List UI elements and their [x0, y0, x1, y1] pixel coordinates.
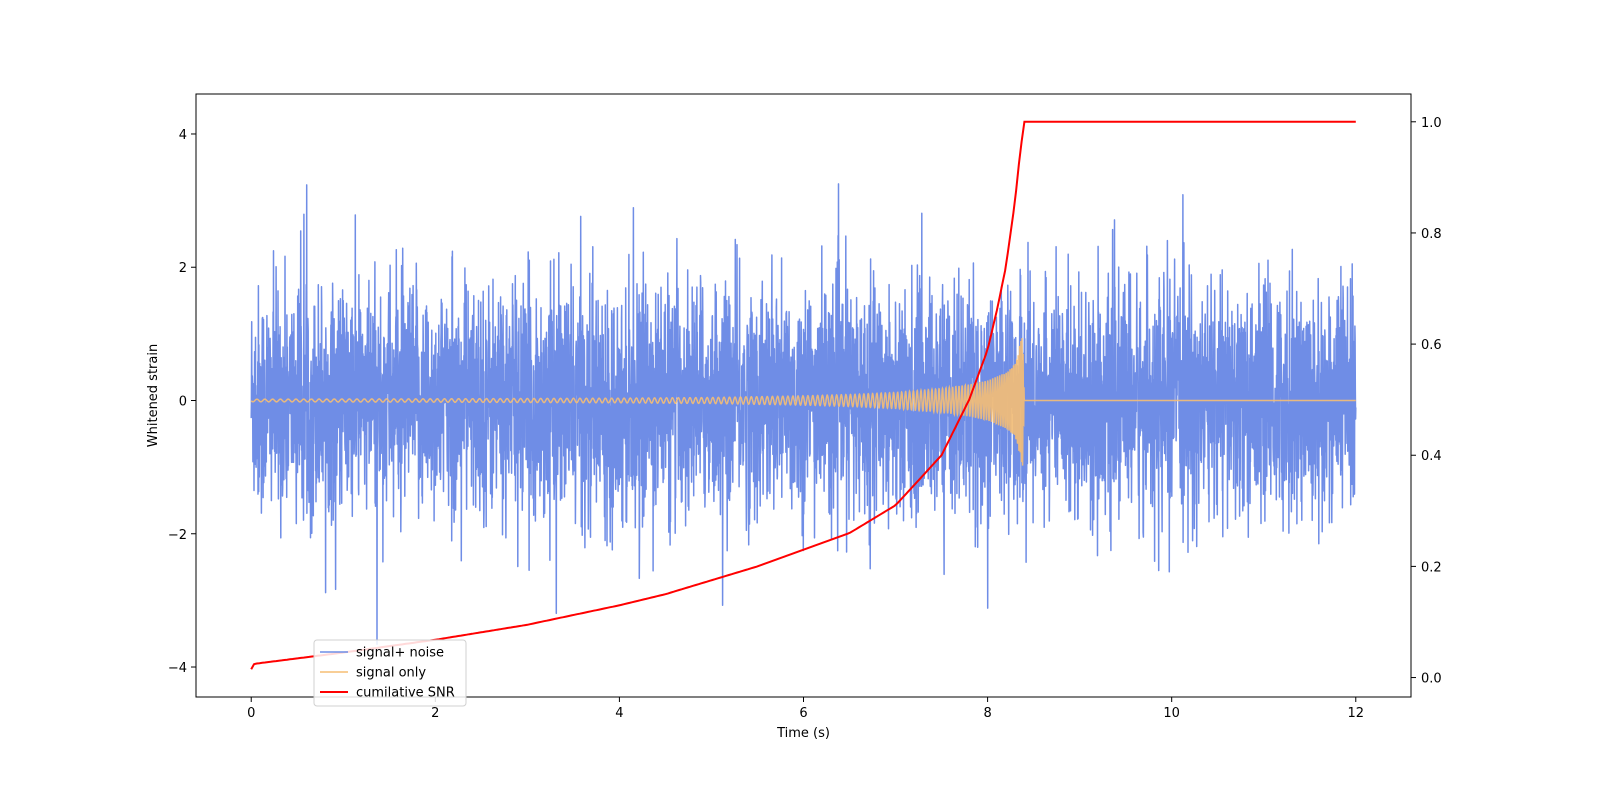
x-tick-label: 4 [615, 706, 623, 721]
x-tick-label: 6 [799, 706, 807, 721]
x-tick-label: 10 [1163, 706, 1180, 721]
x-tick-label: 0 [247, 706, 255, 721]
y2-tick-label: 1.0 [1421, 116, 1442, 131]
x-tick-label: 2 [431, 706, 439, 721]
legend-label: cumilative SNR [356, 686, 455, 701]
series-signal-plus-noise [250, 183, 1357, 646]
legend: signal+ noise signal only cumilative SNR [313, 639, 467, 707]
series-signal-only [250, 338, 1356, 466]
y-tick-label: 4 [179, 128, 187, 143]
legend-label: signal only [356, 666, 426, 681]
y2-tick-label: 0.4 [1421, 449, 1442, 464]
y-tick-label: 2 [179, 261, 187, 276]
y-tick-label: 0 [179, 394, 187, 409]
y2-tick-label: 0.6 [1421, 338, 1442, 353]
y-tick-label: −4 [168, 661, 187, 676]
legend-box [313, 639, 467, 707]
axes: 0 2 4 6 8 10 12 −4 −2 0 2 4 0.0 0.2 0.4 0.6 0.8 1.0 [168, 93, 1442, 721]
y2-tick-label: 0.2 [1421, 560, 1442, 575]
x-axis-label: Time (s) [776, 726, 830, 741]
y2-tick-label: 0.8 [1421, 227, 1442, 242]
y2-tick-label: 0.0 [1421, 672, 1442, 687]
legend-label: signal+ noise [356, 646, 444, 661]
y-tick-label: −2 [168, 528, 187, 543]
x-tick-label: 12 [1347, 706, 1364, 721]
x-tick-label: 8 [983, 706, 991, 721]
y-axis-label: Whitened strain [146, 344, 161, 447]
